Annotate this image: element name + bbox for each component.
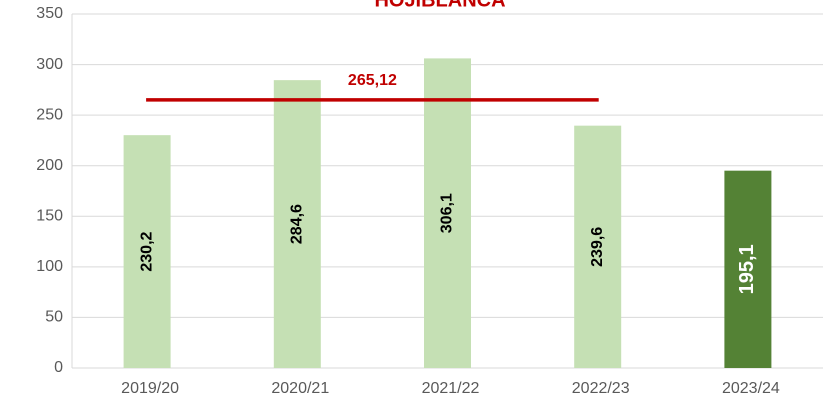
y-tick-label: 300 — [36, 56, 63, 73]
data-label: 195,1 — [736, 244, 758, 294]
x-tick-label: 2022/23 — [572, 380, 630, 397]
y-tick-label: 50 — [45, 309, 63, 326]
bar — [424, 58, 471, 369]
y-tick-label: 100 — [36, 258, 63, 275]
x-tick-label: 2019/20 — [121, 380, 179, 397]
y-tick-label: 250 — [36, 106, 63, 123]
bar — [724, 170, 772, 368]
data-label: 306,1 — [439, 193, 456, 233]
chart-title: HOJIBLANCA — [374, 0, 505, 11]
x-tick-label: 2021/22 — [422, 380, 480, 397]
x-tick-label: 2020/21 — [271, 380, 329, 397]
y-tick-label: 150 — [36, 208, 63, 225]
bar — [574, 125, 622, 368]
data-label: 284,6 — [289, 204, 306, 244]
y-tick-label: 0 — [54, 359, 63, 376]
data-label: 239,6 — [589, 227, 606, 267]
x-tick-label: 2023/24 — [722, 380, 780, 397]
average-label: 265,12 — [348, 72, 397, 89]
bar — [123, 135, 171, 368]
bar — [273, 80, 321, 368]
data-label: 230,2 — [138, 231, 155, 271]
y-tick-label: 200 — [36, 157, 63, 174]
y-tick-label: 350 — [36, 5, 63, 22]
